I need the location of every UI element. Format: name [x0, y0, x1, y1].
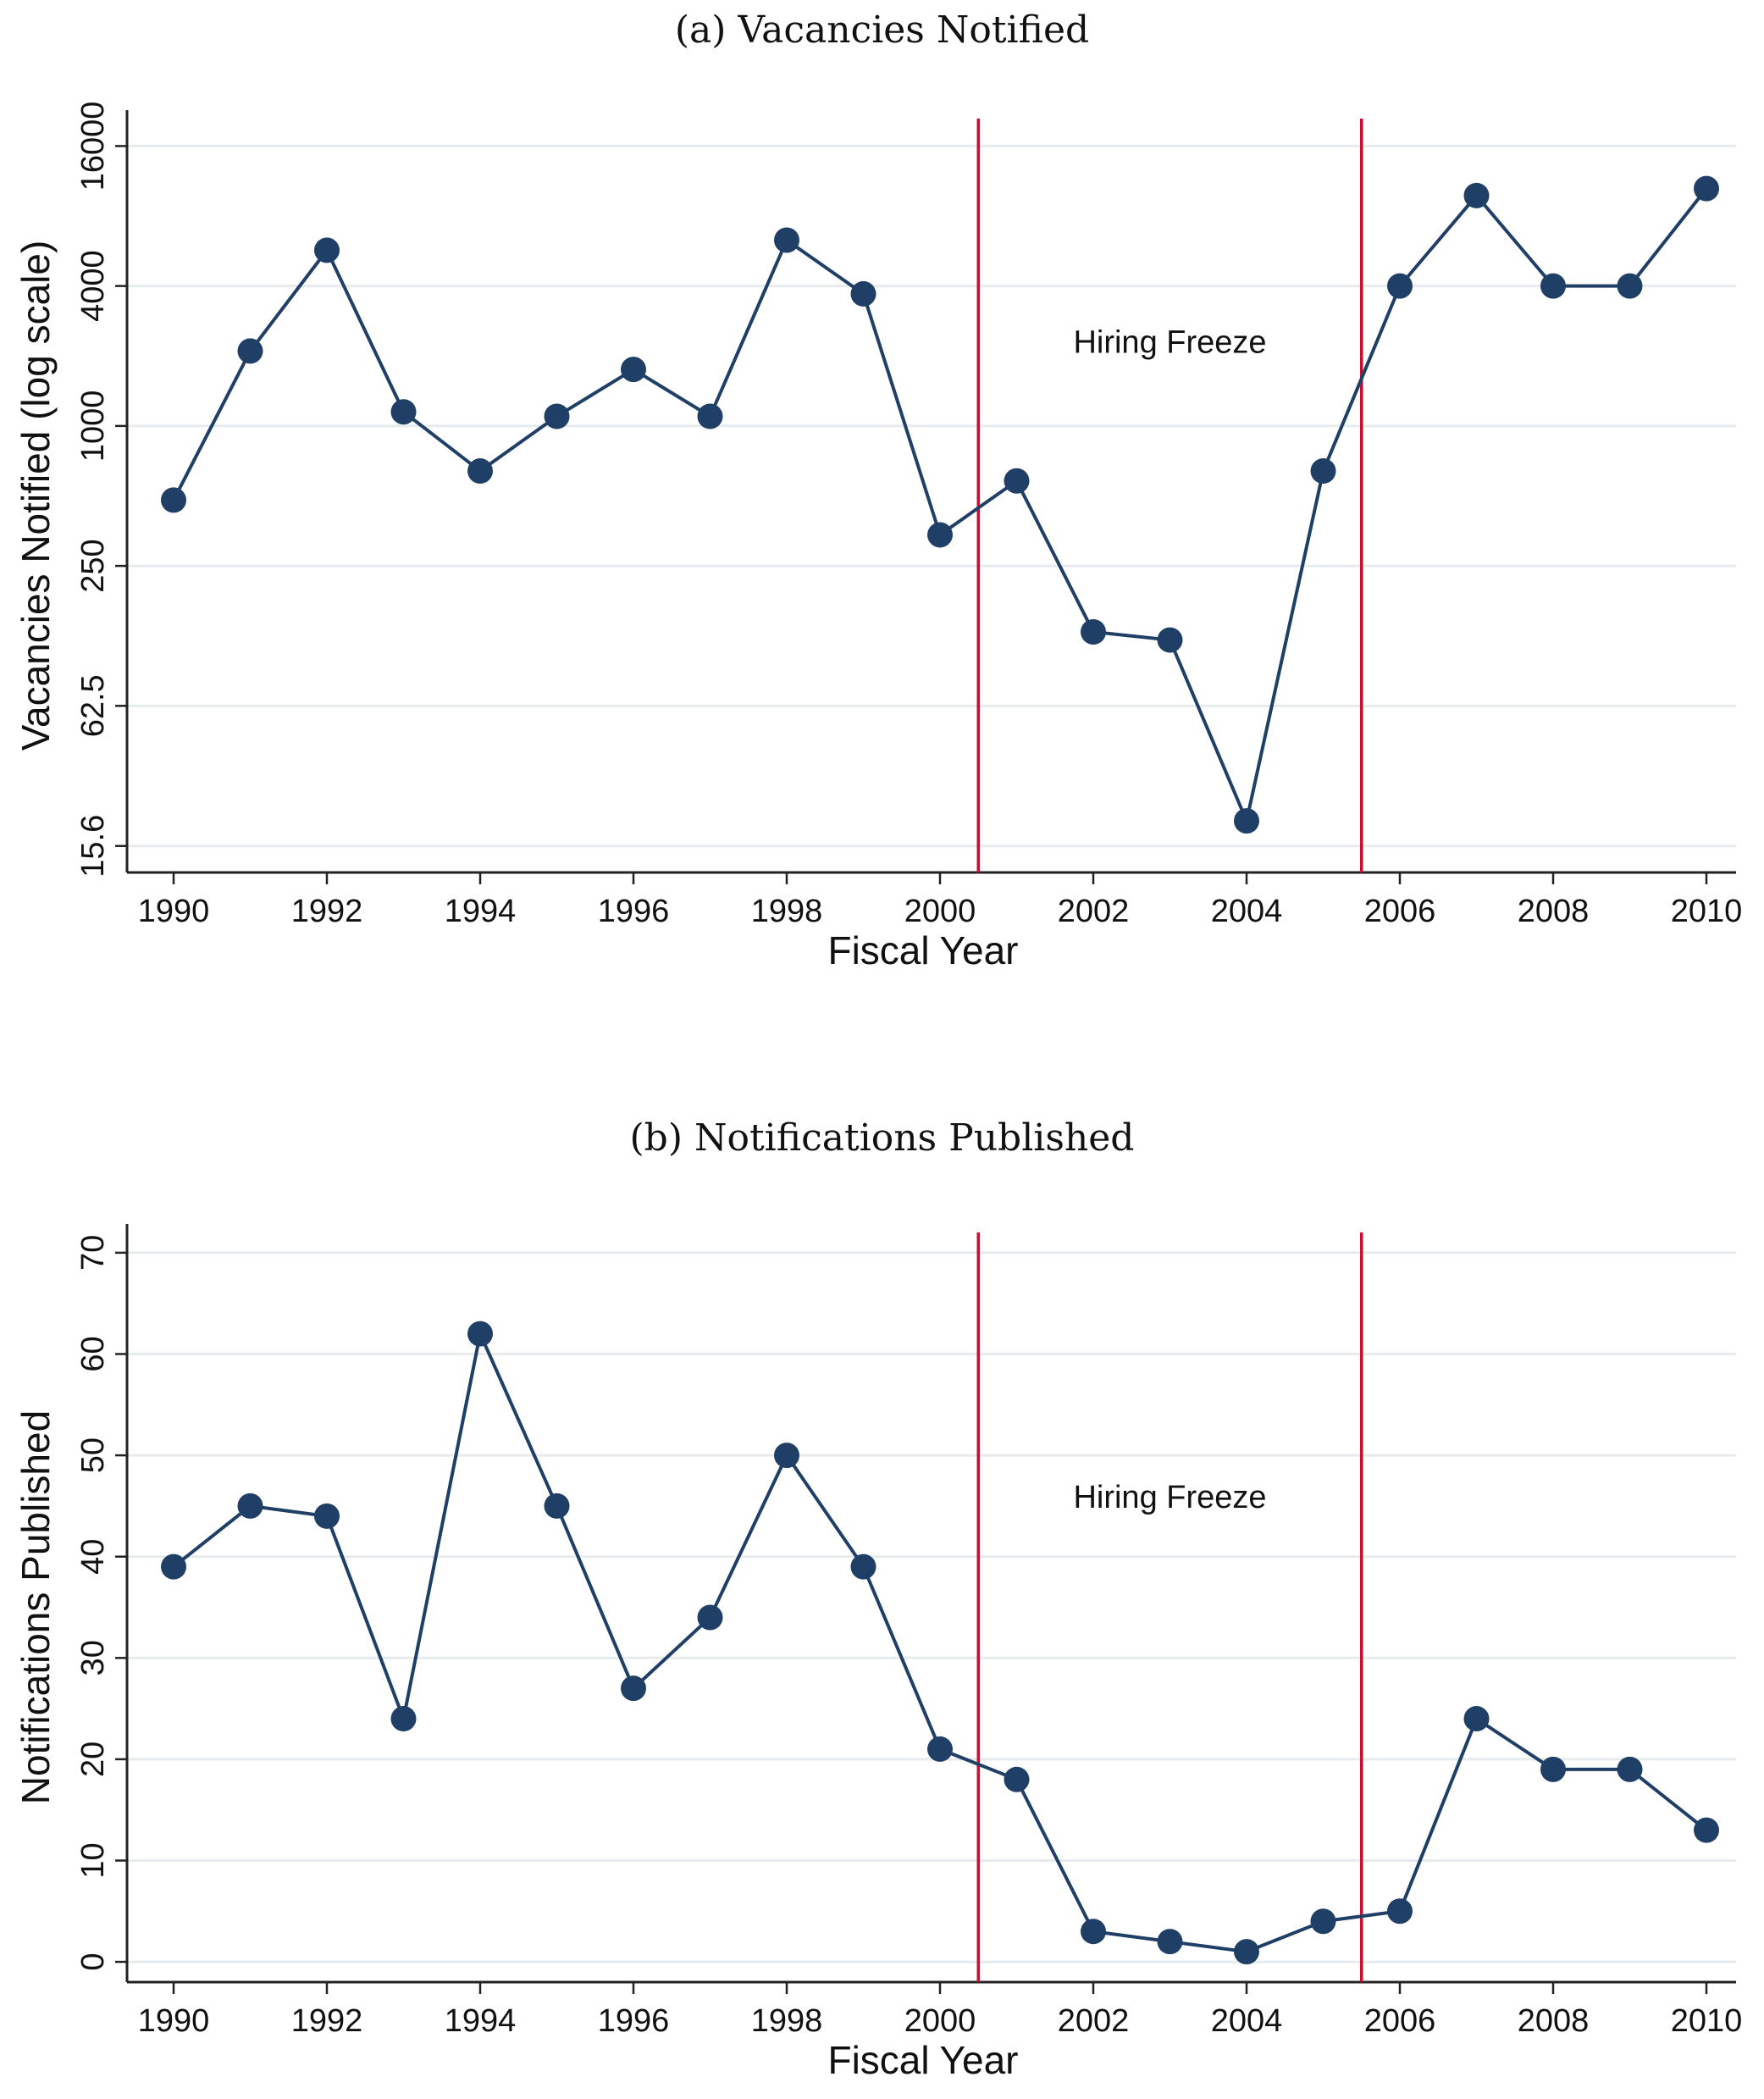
- data-point: [1617, 1756, 1643, 1782]
- data-point: [1540, 1756, 1566, 1782]
- y-tick-label: 50: [75, 1437, 111, 1473]
- x-tick-label: 1994: [445, 2003, 517, 2039]
- x-tick-label: 2002: [1058, 894, 1130, 929]
- data-point: [1234, 808, 1259, 834]
- y-tick-label: 40: [75, 1539, 111, 1575]
- data-point: [1463, 182, 1490, 208]
- x-tick-label: 1990: [138, 894, 210, 929]
- data-point: [467, 458, 493, 485]
- data-point: [697, 1604, 723, 1631]
- y-tick-label: 0: [75, 1953, 111, 1971]
- y-tick-label: 15.6: [75, 815, 111, 878]
- y-tick-label: 62.5: [75, 674, 111, 737]
- data-point: [314, 237, 340, 263]
- data-point: [1387, 1898, 1413, 1925]
- x-tick-label: 1992: [291, 894, 363, 929]
- x-tick-label: 2006: [1364, 894, 1436, 929]
- data-point: [1157, 1929, 1183, 1955]
- data-point: [1310, 458, 1336, 485]
- data-point: [1081, 1919, 1106, 1945]
- data-point: [1694, 1817, 1719, 1843]
- x-tick-label: 1994: [445, 894, 517, 929]
- x-tick-label: 2006: [1364, 2003, 1436, 2039]
- data-point: [1540, 273, 1566, 299]
- data-point: [390, 1706, 417, 1732]
- data-point: [1004, 1766, 1030, 1792]
- data-point: [774, 1443, 799, 1469]
- x-tick-label: 2004: [1211, 2003, 1283, 2039]
- data-point: [621, 357, 646, 383]
- x-tick-label: 2004: [1211, 894, 1283, 929]
- series-line: [172, 1328, 1708, 1954]
- y-tick-label: 10: [75, 1842, 111, 1878]
- x-tick-label: 2008: [1518, 2003, 1590, 2039]
- data-point: [1081, 619, 1106, 645]
- data-point: [467, 1321, 493, 1347]
- x-tick-label: 2000: [904, 894, 976, 929]
- data-point: [850, 280, 876, 307]
- data-point: [1463, 1706, 1490, 1732]
- data-point: [544, 1493, 570, 1519]
- data-point: [927, 522, 953, 548]
- data-point: [927, 1736, 953, 1762]
- chart-title-notifications: (b) Notifications Published: [629, 1116, 1135, 1160]
- data-point: [237, 338, 263, 364]
- x-tick-label: 1996: [598, 2003, 670, 2039]
- x-tick-label: 2010: [1671, 894, 1743, 929]
- data-point: [697, 403, 723, 429]
- data-point: [1234, 1939, 1259, 1965]
- y-tick-label: 70: [75, 1235, 111, 1271]
- x-axis-title: Fiscal Year: [827, 2038, 1018, 2082]
- data-point: [850, 1553, 876, 1580]
- y-axis-title: Vacancies Notified (log scale): [14, 241, 58, 751]
- x-tick-label: 1990: [138, 2003, 210, 2039]
- data-point: [161, 1553, 186, 1580]
- data-point: [314, 1503, 340, 1529]
- x-tick-label: 1992: [291, 2003, 363, 2039]
- data-point: [1694, 175, 1719, 202]
- x-tick-label: 2000: [904, 2003, 976, 2039]
- data-point: [1157, 627, 1183, 653]
- y-tick-label: 1000: [75, 390, 111, 462]
- x-tick-label: 1996: [598, 894, 670, 929]
- y-tick-label: 250: [75, 539, 111, 592]
- y-tick-label: 20: [75, 1742, 111, 1777]
- chart-title-vacancies: (a) Vacancies Notified: [674, 8, 1090, 52]
- data-point: [1387, 273, 1413, 299]
- chart-vacancies-notified: 15.6 62.5 250 1000 4000 16000 1990 1992 1994 1996…: [14, 102, 1743, 972]
- chart-notifications-published: 0 10 20 30 40 50 60 70 1990 1992 1994 1996 1998 2000 2…: [14, 1224, 1743, 2082]
- x-tick-label: 2002: [1058, 2003, 1130, 2039]
- x-axis-title: Fiscal Year: [827, 928, 1018, 972]
- data-point: [390, 399, 417, 425]
- x-tick-label: 2010: [1671, 2003, 1743, 2039]
- y-tick-label: 30: [75, 1640, 111, 1675]
- hiring-freeze-annotation: Hiring Freeze: [1073, 1480, 1266, 1515]
- data-point: [1617, 273, 1643, 299]
- y-tick-label: 16000: [75, 102, 111, 191]
- y-axis-title: Notifications Published: [14, 1410, 58, 1804]
- x-tick-label: 2008: [1518, 894, 1590, 929]
- data-point: [1004, 468, 1030, 494]
- data-point: [237, 1493, 263, 1519]
- y-tick-label: 60: [75, 1336, 111, 1371]
- data-point: [774, 227, 799, 253]
- data-point: [621, 1675, 646, 1702]
- y-tick-label: 4000: [75, 250, 111, 322]
- x-tick-label: 1998: [751, 894, 823, 929]
- x-tick-label: 1998: [751, 2003, 823, 2039]
- series-line: [172, 187, 1708, 827]
- data-point: [1310, 1908, 1336, 1935]
- hiring-freeze-annotation: Hiring Freeze: [1073, 324, 1266, 360]
- data-point: [161, 487, 186, 513]
- data-point: [544, 403, 570, 429]
